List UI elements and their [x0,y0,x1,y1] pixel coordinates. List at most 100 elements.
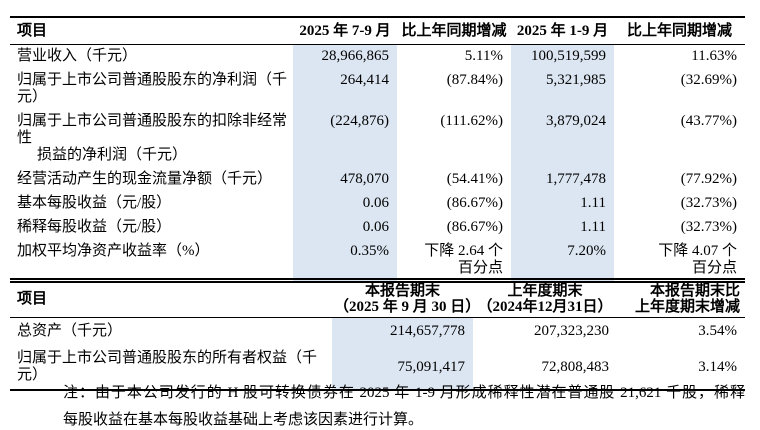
table-cell: (43.77%) [614,110,745,168]
cell-line: 下降 4.07 个 [658,243,737,259]
cell-line: 下降 2.64 个 [424,243,503,259]
table-cell: 207,323,230 [534,323,609,339]
column-header: 2025 年 1-9 月 [511,17,614,45]
table-row: 基本每股收益（元/股） 0.06 (86.67%) 1.11 (32.73%) [10,192,745,216]
table-row: 归属于上市公司普通股股东的所有者权益（千元） 75,091,417 72,808,4… [10,345,745,390]
cell-line: 5.11% [464,48,503,64]
column-header: 本报告期末比 上年度期末增减 [617,279,745,318]
cell-line: (224,876) [330,113,389,129]
footnote: 注：由于本公司发行的 H 股可转换债券在 2025 年 1-9 月形成稀释性潜在… [63,380,745,430]
cell-line: 3,879,024 [546,113,606,129]
table-cell: 1.11 [511,216,614,240]
table-row: 归属于上市公司普通股股东的净利润（千元） 264,414 (87.84%) 5,321… [10,69,745,110]
table-row: 营业收入（千元） 28,966,865 5.11% 100,519,599 11.63% [10,44,745,70]
cell-line: (32.73%) [680,195,737,211]
table-cell: 478,070 [293,168,397,192]
row-label: 归属于上市公司普通股股东的扣除非经常性 损益的净利润（千元） [10,110,293,168]
table-cell: 100,519,599 [511,44,614,69]
table-cell: 1.11 [511,192,614,216]
row-label: 总资产（千元） [17,323,123,339]
row-label: 加权平均净资产收益率（%） [10,240,293,282]
table-cell: 11.63% [614,45,745,70]
table-cell: 75,091,417 [332,345,473,390]
cell-line: 0.35% [350,243,389,259]
quarterly-results-table: 项目 2025 年 7-9 月比上年同期增减 2025 年 1-9 月比上年同期增减… [10,16,745,283]
table-cell: (32.69%) [614,69,745,110]
cell-line: （2025 年 9 月 30 日） [334,299,473,315]
table-cell: 0.06 [293,192,397,216]
table-cell: (77.92%) [614,168,745,192]
column-header: 本报告期末 （2025 年 9 月 30 日） [332,279,473,318]
row-label: 稀释每股收益（元/股） [10,216,293,240]
period-end-table: 项目 本报告期末 （2025 年 9 月 30 日） 上年度期末 （2024年12月31… [10,278,745,391]
quarterly-table-header-row: 项目 2025 年 7-9 月比上年同期增减 2025 年 1-9 月比上年同期增减 [10,17,745,45]
table-cell: 0.06 [293,216,397,240]
table-cell: (86.67%) [397,216,511,240]
table-cell: 1,777,478 [511,168,614,192]
cell-line: 0.06 [362,195,389,211]
table-cell: (224,876) [293,110,397,168]
cell-line: 本报告期末比 [649,283,740,299]
table-cell: 0.35% [293,240,397,282]
table-cell: 3.54% [698,323,737,339]
cell-line: 0.06 [362,219,389,235]
cell-line: 11.63% [691,48,737,64]
cell-line: 归属于上市公司普通股股东的扣除非经常性 [17,113,288,146]
cell-line: 加权平均净资产收益率（%） [17,243,210,259]
table-cell: 214,657,778 [332,317,473,345]
cell-line: 1.11 [580,219,606,235]
cell-line: 上年度期末 [507,283,583,299]
cell-line: (32.69%) [680,72,737,88]
cell-line: （2024年12月31日） [477,299,613,315]
cell-line: 经营活动产生的现金流量净额（千元） [17,171,273,187]
table-cell: 5.11% [397,45,511,70]
period-end-table-header-row: 项目 本报告期末 （2025 年 9 月 30 日） 上年度期末 （2024年12月31… [10,279,745,318]
cell-line: 1,777,478 [546,171,606,187]
table-cell: 72,808,483 [541,358,610,375]
cell-line: 264,414 [340,72,389,88]
cell-line: 营业收入（千元） [17,48,138,64]
table-cell: 3.14% [698,358,737,375]
footnote-line: 注：由于本公司发行的 H 股可转换债券在 2025 年 1-9 月形成稀释性潜在… [63,385,745,401]
cell-line: 100,519,599 [531,48,606,64]
table-cell: (32.73%) [614,216,745,240]
cell-line: (43.77%) [680,113,737,129]
cell-line: (86.67%) [446,195,503,211]
cell-line: 百分点 [691,260,737,276]
column-header: 2025 年 7-9 月 [293,17,397,45]
cell-line: 稀释每股收益（元/股） [17,219,172,235]
quarterly-table-body: 营业收入（千元） 28,966,865 5.11% 100,519,599 11.63%… [10,44,745,282]
cell-line: (54.41%) [446,171,503,187]
row-label: 营业收入（千元） [10,45,293,70]
table-cell: 下降 4.07 个百分点 [614,240,745,282]
column-header: 项目 [10,279,332,318]
cell-line: (87.84%) [446,72,503,88]
column-header: 比上年同期增减 [614,17,745,45]
table-row: 加权平均净资产收益率（%） 0.35% 下降 2.64 个百分点 7.20% 下降 4.… [10,240,745,282]
cell-line: 478,070 [340,171,389,187]
table-cell: 7.20% [511,240,614,282]
table-cell: 28,966,865 [293,44,397,69]
table-cell: 5,321,985 [511,69,614,110]
table-cell: (54.41%) [397,168,511,192]
cell-line: (77.92%) [680,171,737,187]
row-label: 归属于上市公司普通股股东的净利润（千元） [10,69,293,110]
cell-line: 1.11 [580,195,606,211]
period-end-table-body: 总资产（千元） 214,657,778 207,323,230 3.54% 归属于上市公… [10,317,745,390]
table-cell: 264,414 [293,69,397,110]
column-header: 比上年同期增减 [397,17,511,45]
table-row: 经营活动产生的现金流量净额（千元） 478,070 (54.41%) 1,777,47… [10,168,745,192]
cell-line: 百分点 [457,260,503,276]
table-cell: 下降 2.64 个百分点 [397,240,511,282]
cell-line: 本报告期末 [364,283,440,299]
table-row: 总资产（千元） 214,657,778 207,323,230 3.54% [10,317,745,345]
cell-line: 项目 [17,291,48,307]
table-row: 归属于上市公司普通股股东的扣除非经常性 损益的净利润（千元） (224,876) (1… [10,110,745,168]
cell-line: 基本每股收益（元/股） [17,195,172,211]
cell-line: (111.62%) [440,113,503,129]
cell-line: 上年度期末增减 [634,299,740,315]
cell-line: 归属于上市公司普通股股东的净利润（千元） [17,72,288,105]
cell-line: (86.67%) [446,219,503,235]
row-label: 经营活动产生的现金流量净额（千元） [10,168,293,192]
cell-line: 损益的净利润（千元） [37,147,188,163]
